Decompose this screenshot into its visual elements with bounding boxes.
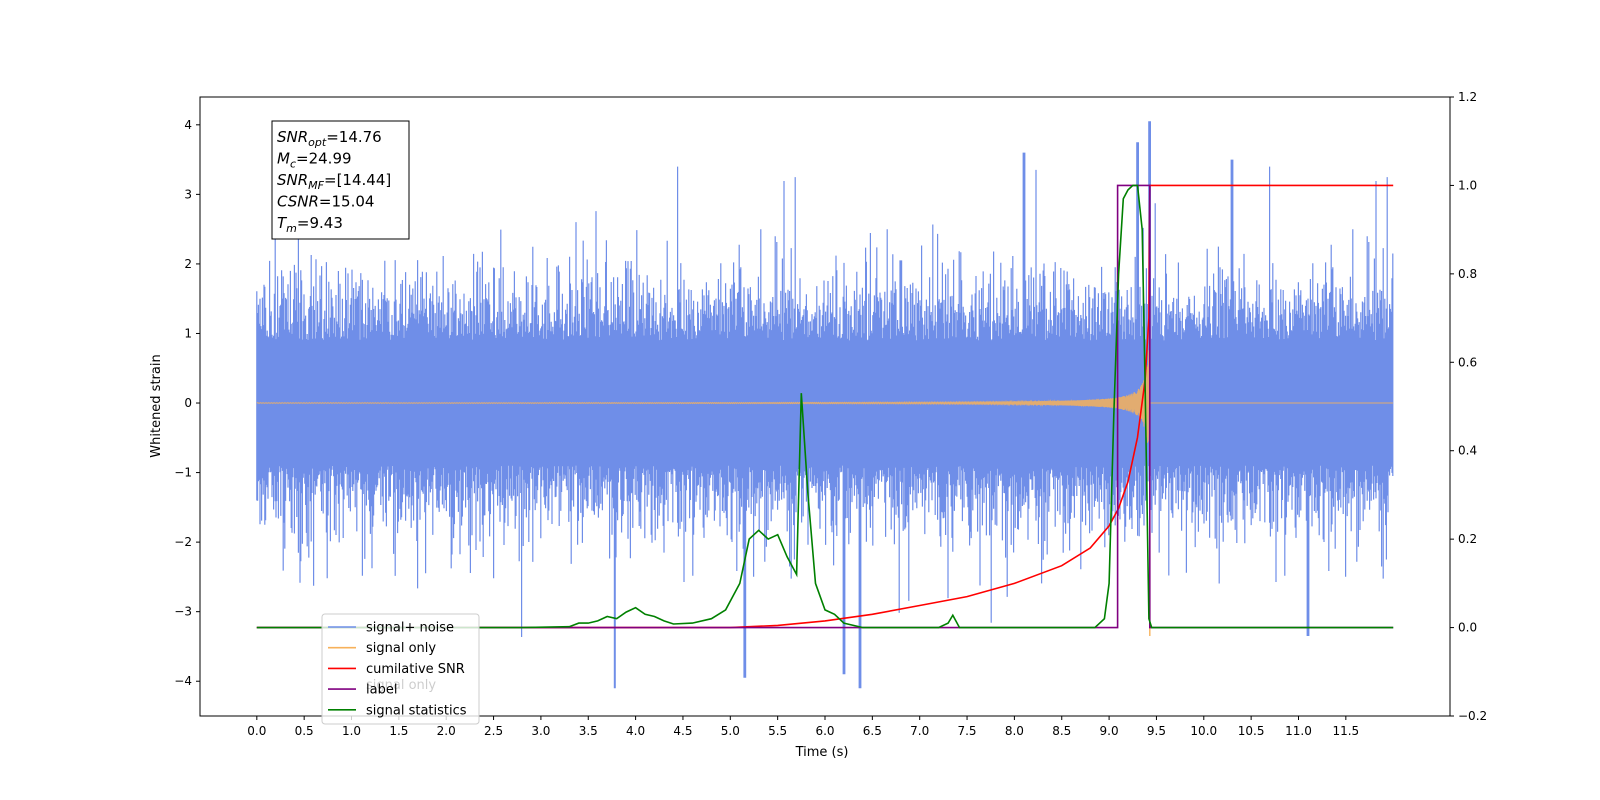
y2-tick-label: 1.2 — [1458, 90, 1477, 104]
info-box-line: SNRopt=14.76 — [277, 128, 382, 149]
x-tick-label: 6.5 — [863, 724, 882, 738]
y-axis-left: 4 3 2 1 0 −1 −2 −3 −4 — [174, 118, 200, 688]
y2-tick-label: −0.2 — [1458, 709, 1487, 723]
x-tick-label: 10.0 — [1190, 724, 1217, 738]
y2-tick-label: 0.0 — [1458, 621, 1477, 635]
x-tick-label: 7.0 — [910, 724, 929, 738]
y2-tick-label: 0.2 — [1458, 532, 1477, 546]
info-box-line: SNRMF=[14.44] — [277, 171, 391, 192]
x-tick-label: 8.0 — [1005, 724, 1024, 738]
x-tick-label: 6.0 — [815, 724, 834, 738]
y-tick-label: −4 — [174, 674, 192, 688]
x-tick-label: 2.0 — [437, 724, 456, 738]
y-axis-label: Whitened strain — [149, 354, 164, 457]
x-tick-label: 0.5 — [295, 724, 314, 738]
series-cumulative-snr — [256, 184, 1394, 629]
x-tick-label: 2.5 — [484, 724, 503, 738]
x-tick-label: 11.5 — [1332, 724, 1359, 738]
x-tick-label: 4.0 — [626, 724, 645, 738]
x-tick-label: 5.0 — [721, 724, 740, 738]
legend-frame — [321, 613, 480, 725]
legend-entry-label: signal only — [366, 641, 436, 656]
info-box-frame — [271, 120, 410, 240]
x-tick-label: 9.5 — [1147, 724, 1166, 738]
info-box-line: Tm=9.43 — [277, 214, 343, 235]
info-box: SNRopt=14.76Mc=24.99SNRMF=[14.44]CSNR=15… — [271, 120, 410, 240]
x-axis-label: Time (s) — [795, 745, 849, 760]
series-signal-statistics — [256, 184, 1394, 629]
plot-area — [256, 121, 1394, 689]
x-tick-label: 7.5 — [957, 724, 976, 738]
legend-entry-label: label — [366, 683, 397, 698]
series-signal-only — [256, 331, 1393, 443]
x-tick-label: 10.5 — [1238, 724, 1265, 738]
y-tick-label: −2 — [174, 535, 192, 549]
y2-tick-label: 0.8 — [1458, 267, 1477, 281]
x-tick-label: 0.0 — [247, 724, 266, 738]
legend-entry-label: cumilative SNR — [366, 662, 465, 677]
x-axis: 0.0 0.5 1.0 1.5 2.0 2.5 3.0 3.5 4.0 4.5 5.0 5.5 6.0 6… — [247, 716, 1359, 738]
x-tick-label: 4.5 — [673, 724, 692, 738]
x-tick-label: 3.0 — [531, 724, 550, 738]
y2-tick-label: 0.4 — [1458, 444, 1477, 458]
x-tick-label: 9.0 — [1100, 724, 1119, 738]
x-tick-label: 5.5 — [768, 724, 787, 738]
info-box-line: Mc=24.99 — [277, 150, 352, 171]
y-tick-label: 2 — [184, 257, 192, 271]
y-tick-label: 1 — [184, 326, 192, 340]
x-tick-label: 8.5 — [1052, 724, 1071, 738]
info-box-line: CSNR=15.04 — [277, 193, 374, 211]
y-tick-label: 3 — [184, 187, 192, 201]
x-tick-label: 3.5 — [579, 724, 598, 738]
legend-entry-label: signal statistics — [366, 703, 467, 718]
y2-tick-label: 1.0 — [1458, 178, 1477, 192]
x-tick-label: 11.0 — [1285, 724, 1312, 738]
x-tick-label: 1.5 — [389, 724, 408, 738]
y2-tick-label: 0.6 — [1458, 355, 1477, 369]
legend-entry-label: signal+ noise — [366, 621, 454, 636]
x-tick-label: 1.0 — [342, 724, 361, 738]
y-tick-label: −1 — [174, 466, 192, 480]
y-axis-right: 1.2 1.0 0.8 0.6 0.4 0.2 0.0 −0.2 — [1450, 90, 1487, 723]
y-tick-label: 4 — [184, 118, 192, 132]
y-tick-label: −3 — [174, 605, 192, 619]
y-tick-label: 0 — [184, 396, 192, 410]
